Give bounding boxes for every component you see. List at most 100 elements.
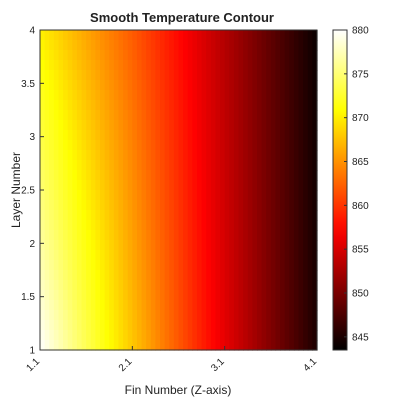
heatmap-cell (224, 180, 230, 191)
heatmap-cell (256, 220, 263, 231)
heatmap-cell (95, 300, 101, 311)
heatmap-cell (155, 310, 161, 321)
heatmap-cell (109, 80, 115, 91)
heatmap-cell (58, 180, 64, 191)
heatmap-cell (256, 120, 263, 131)
heatmap-cell (146, 60, 152, 71)
heatmap-cell (298, 230, 304, 241)
heatmap-cell (72, 300, 78, 311)
heatmap-cell (233, 40, 240, 51)
heatmap-cell (210, 240, 217, 251)
heatmap-cell (252, 80, 258, 91)
heatmap-cell (183, 240, 189, 251)
heatmap-cell (243, 60, 249, 71)
heatmap-cell (303, 190, 309, 201)
heatmap-cell (141, 140, 147, 151)
heatmap-cell (155, 220, 161, 231)
heatmap-cell (109, 150, 115, 161)
heatmap-cell (63, 100, 69, 111)
heatmap-cell (40, 200, 46, 211)
heatmap-cell (81, 230, 87, 241)
colorbar-tick-label: 870 (352, 113, 369, 124)
heatmap-cell (150, 220, 157, 231)
heatmap-cell (224, 30, 230, 41)
heatmap-cell (312, 330, 318, 341)
heatmap-cell (303, 280, 309, 291)
heatmap-cell (284, 230, 290, 241)
heatmap-cell (196, 160, 203, 171)
heatmap-cell (164, 140, 170, 151)
heatmap-cell (155, 250, 161, 261)
heatmap-cell (178, 220, 184, 231)
heatmap-cell (173, 290, 180, 301)
heatmap-cell (178, 190, 184, 201)
heatmap-cell (49, 190, 55, 201)
heatmap-cell (86, 70, 92, 81)
heatmap-cell (201, 30, 207, 41)
heatmap-cell (160, 240, 166, 251)
heatmap-cell (261, 130, 267, 141)
heatmap-cell (303, 290, 309, 301)
heatmap-cell (155, 60, 161, 71)
heatmap-cell (136, 340, 143, 351)
heatmap-cell (67, 250, 73, 261)
heatmap-cell (58, 260, 64, 271)
heatmap-cell (210, 180, 217, 191)
heatmap-cell (238, 210, 244, 221)
heatmap-cell (113, 50, 120, 61)
heatmap-cell (132, 170, 138, 181)
heatmap-cell (210, 150, 217, 161)
heatmap-cell (113, 60, 120, 71)
heatmap-cell (136, 140, 143, 151)
heatmap-cell (58, 100, 64, 111)
heatmap-cell (247, 130, 253, 141)
heatmap-cell (76, 140, 83, 151)
heatmap-cell (261, 60, 267, 71)
heatmap-cell (141, 180, 147, 191)
heatmap-cell (243, 120, 249, 131)
heatmap-cell (76, 200, 83, 211)
heatmap-cell (280, 250, 286, 261)
heatmap-cell (113, 30, 120, 41)
heatmap-cell (247, 90, 253, 101)
colorbar-tick-label: 880 (352, 26, 369, 37)
heatmap-cell (53, 340, 60, 351)
heatmap-cell (183, 170, 189, 181)
heatmap-cell (164, 90, 170, 101)
heatmap-cell (307, 40, 313, 51)
heatmap-cell (40, 210, 46, 221)
heatmap-cell (86, 230, 92, 241)
heatmap-cell (229, 120, 235, 131)
heatmap-cell (76, 270, 83, 281)
heatmap-cell (72, 220, 78, 231)
heatmap-cell (270, 230, 277, 241)
heatmap-cell (289, 30, 295, 41)
heatmap-cell (201, 70, 207, 81)
heatmap-cell (312, 90, 318, 101)
heatmap-cell (136, 170, 143, 181)
heatmap-cell (104, 110, 110, 121)
heatmap-cell (86, 100, 92, 111)
heatmap-cell (238, 180, 244, 191)
heatmap-cell (293, 130, 300, 141)
heatmap-cell (196, 70, 203, 81)
heatmap-cell (109, 190, 115, 201)
heatmap-cell (220, 30, 226, 41)
heatmap-cell (220, 330, 226, 341)
heatmap-cell (100, 110, 106, 121)
heatmap-cell (118, 240, 124, 251)
heatmap-cell (67, 190, 73, 201)
heatmap-cell (229, 160, 235, 171)
heatmap-cell (40, 120, 46, 131)
heatmap-cell (187, 260, 193, 271)
heatmap-cell (169, 270, 175, 281)
heatmap-cell (86, 300, 92, 311)
heatmap-cell (81, 110, 87, 121)
heatmap-cell (289, 80, 295, 91)
heatmap-cell (118, 340, 124, 351)
heatmap-cell (40, 50, 46, 61)
heatmap-cell (67, 240, 73, 251)
heatmap-cell (233, 270, 240, 281)
heatmap-cell (113, 70, 120, 81)
heatmap-cell (280, 60, 286, 71)
